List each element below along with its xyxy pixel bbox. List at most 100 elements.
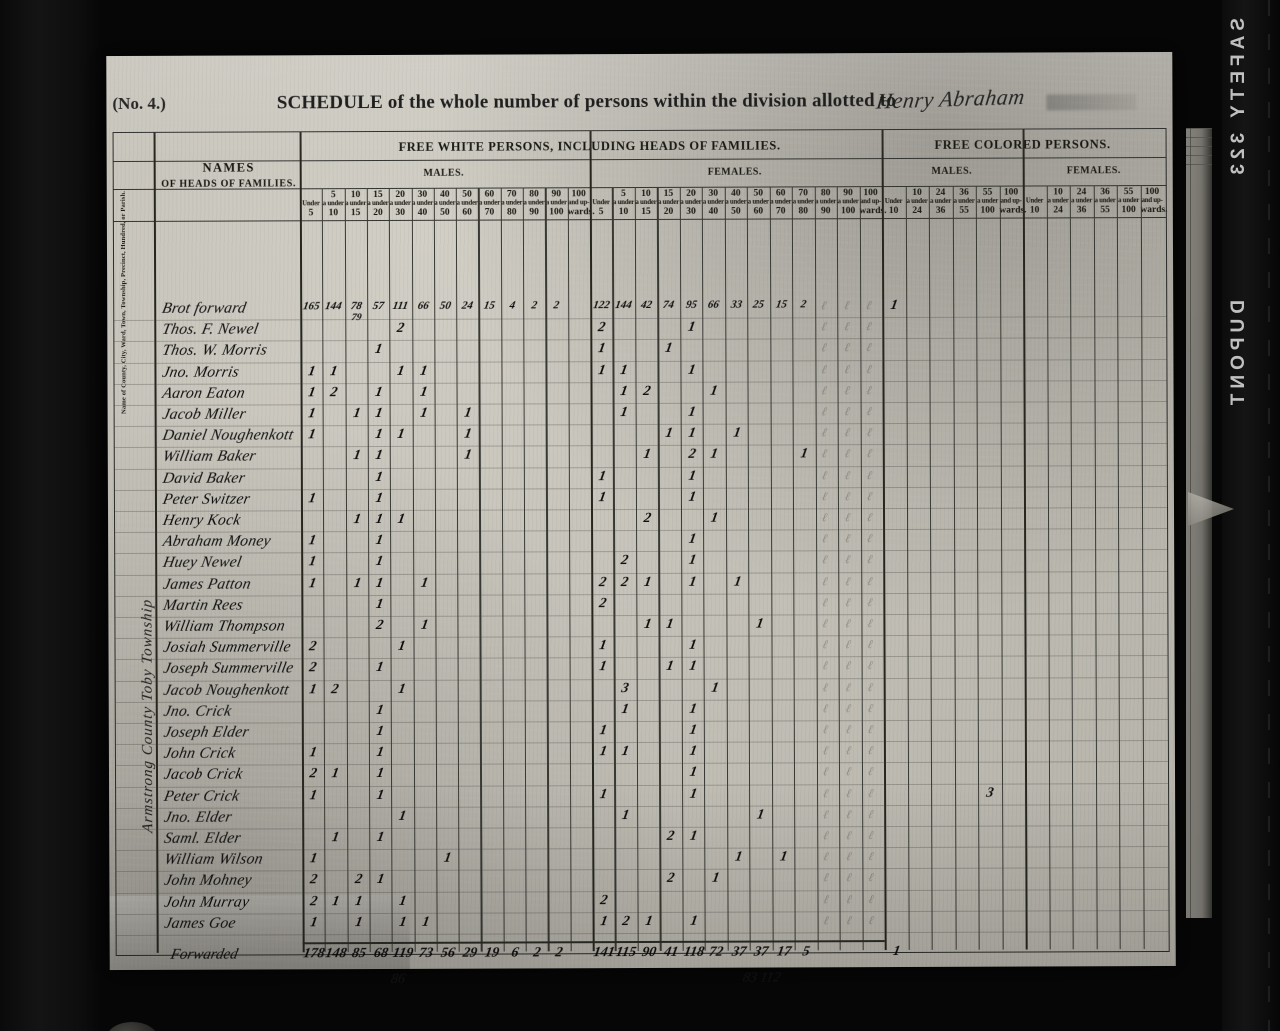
forwarded-white-male-5: 73	[417, 945, 434, 961]
head-of-family-name: John Murray	[162, 893, 251, 911]
faint-ledger-mark: ℓ	[843, 404, 851, 419]
cell-white-female-3: 1	[665, 616, 675, 632]
forwarded-white-male-6: 56	[439, 945, 457, 961]
row-rule	[115, 549, 1168, 555]
faint-ledger-mark: ℓ	[844, 743, 853, 758]
row-rule	[115, 761, 1168, 767]
faint-ledger-mark: ℓ	[821, 658, 830, 673]
faint-ledger-mark: ℓ	[820, 298, 828, 313]
faint-ledger-mark: ℓ	[820, 425, 829, 440]
faint-ledger-mark: ℓ	[865, 298, 873, 313]
row-rule	[114, 485, 1167, 491]
cell-white-male-2: 1	[353, 893, 364, 909]
faint-ledger-mark: ℓ	[822, 743, 830, 758]
cell-white-male-9: 4	[508, 299, 516, 312]
cell-white-female-4: 1	[688, 701, 698, 717]
age-bracket-colored-female-2: 24 a under 36	[1071, 187, 1093, 215]
head-of-family-name: William Baker	[161, 447, 258, 466]
cell-white-female-1: 1	[620, 744, 631, 760]
cell-white-male-3: 57	[371, 299, 385, 313]
cell-white-male-3: 1	[374, 490, 384, 506]
faint-ledger-mark: ℓ	[867, 764, 875, 779]
cell-white-female-5: 1	[709, 447, 720, 463]
cell-white-male-0: 1	[308, 851, 319, 867]
faint-ledger-mark: ℓ	[867, 806, 875, 821]
faint-ledger-mark: ℓ	[821, 637, 830, 652]
age-bracket-colored-male-4: 55 a under 100	[977, 187, 999, 216]
cell-white-female-0: 2	[597, 595, 608, 611]
cell-white-male-2: 1	[352, 575, 362, 591]
age-bracket-white-female-4: 20 a under 30	[680, 188, 702, 217]
forwarded-white-male-1: 148	[324, 946, 349, 962]
faint-ledger-mark: ℓ	[822, 807, 830, 822]
cell-white-female-6: 1	[731, 425, 742, 441]
age-bracket-white-female-12: 100 and up-wards.	[859, 188, 887, 216]
head-of-family-name: William Wilson	[162, 850, 265, 869]
cell-white-male-4: 1	[396, 427, 406, 443]
head-of-family-name: Jno. Morris	[160, 363, 241, 381]
age-bracket-white-female-2: 10 a under 15	[635, 188, 657, 217]
faint-ledger-mark: ℓ	[866, 658, 875, 673]
subheader-white-males: MALES.	[423, 167, 464, 179]
names-header-line1: NAMES	[202, 160, 255, 175]
faint-ledger-mark: ℓ	[843, 467, 851, 482]
head-of-family-name: Brot forward	[160, 299, 248, 317]
cell-white-female-4: 1	[688, 913, 699, 929]
faint-ledger-mark: ℓ	[820, 383, 829, 398]
cell-white-male-0: 1	[306, 363, 317, 379]
row-rule	[114, 358, 1167, 364]
faint-ledger-mark: ℓ	[865, 340, 873, 355]
faint-ledger-mark: ℓ	[821, 531, 829, 546]
cell-white-male-0: 1	[307, 554, 318, 570]
cell-white-male-1: 2	[330, 681, 341, 697]
cell-white-female-2: 42	[639, 298, 653, 312]
head-of-family-name: Jacob Noughenkott	[162, 680, 291, 699]
age-bracket-white-male-11: 90 a under 100	[545, 189, 567, 217]
cell-white-male-3: 1	[373, 342, 384, 358]
cell-white-female-4: 1	[688, 722, 698, 738]
head-of-family-name: Jacob Crick	[162, 765, 245, 784]
head-of-family-name: Jno. Crick	[162, 702, 234, 720]
faint-ledger-mark: ℓ	[820, 361, 829, 376]
age-bracket-colored-male-1: 10 a under 24	[906, 187, 928, 216]
faint-ledger-mark: ℓ	[843, 510, 852, 525]
cell-white-male-3: 1	[375, 766, 385, 782]
female-subtotal: 83 112	[741, 970, 782, 986]
forwarded-label: Forwarded	[169, 946, 240, 963]
cell-white-female-0: 2	[599, 892, 609, 908]
cell-white-male-4: 1	[397, 639, 407, 655]
age-bracket-colored-female-4: 55 a under 100	[1118, 187, 1140, 215]
cell-white-female-4: 1	[688, 828, 699, 844]
cell-white-female-3: 1	[664, 341, 674, 357]
column-grid-lines	[114, 129, 1166, 953]
cell-white-female-2: 1	[642, 447, 652, 463]
cell-white-male-7: 1	[463, 405, 473, 421]
head-of-family-name: Joseph Summerville	[162, 659, 296, 678]
faint-ledger-mark: ℓ	[844, 637, 852, 652]
age-bracket-white-male-5: 30 a under 40	[411, 189, 434, 218]
cell-white-female-0: 1	[597, 489, 608, 505]
cell-white-male-7: 24	[460, 299, 475, 312]
faint-ledger-mark: ℓ	[867, 743, 875, 758]
forwarded-white-male-11: 2	[554, 945, 565, 961]
forwarded-colored-male-0: 1	[891, 944, 902, 960]
cell-white-female-0: 1	[598, 723, 608, 739]
cell-white-male-3: 2	[374, 617, 385, 634]
faint-ledger-mark: ℓ	[866, 722, 875, 737]
age-bracket-white-female-3: 15 a under 20	[657, 188, 679, 217]
cell-white-male-0: 1	[307, 406, 317, 422]
faint-ledger-mark: ℓ	[821, 467, 829, 482]
cell-white-male-3: 1	[374, 575, 385, 591]
cell-white-male-8: 15	[483, 299, 497, 312]
cell-white-male-2: 1	[352, 512, 362, 528]
cell-white-male-2-correction: 79	[350, 312, 362, 324]
cell-white-female-5: 1	[709, 510, 720, 526]
cell-white-male-10: 2	[530, 299, 539, 312]
cell-white-male-0: 1	[307, 533, 318, 549]
header-rule-3	[113, 216, 1166, 223]
row-rule	[116, 930, 1169, 937]
head-of-family-name: Martin Rees	[161, 596, 245, 614]
cell-white-female-1: 144	[614, 299, 634, 312]
cell-white-female-1: 1	[620, 701, 631, 717]
